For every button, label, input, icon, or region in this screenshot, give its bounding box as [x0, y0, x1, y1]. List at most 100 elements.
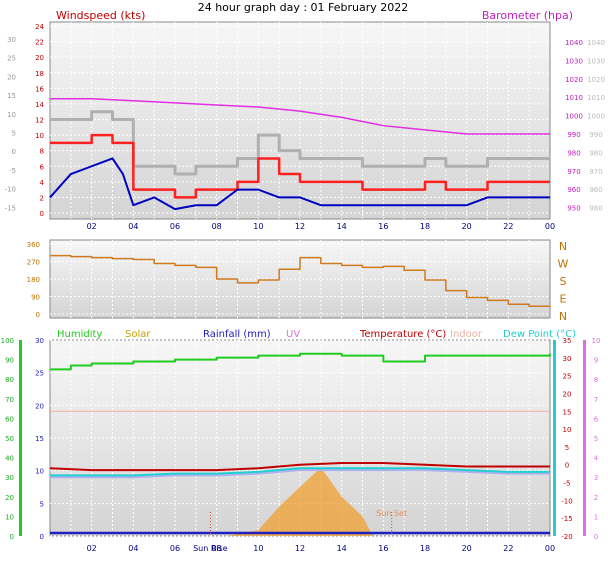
dir-y-tick: 180 — [27, 276, 40, 284]
baro-outer-tick: 980 — [589, 205, 602, 213]
dir-compass-label: N — [559, 240, 567, 253]
humidity-y-tick: 60 — [5, 415, 14, 423]
legend-item: UV — [286, 329, 300, 340]
outer-y-tick: -15 — [5, 204, 16, 212]
temperature-series — [49, 461, 550, 472]
temp-y-tick: 20 — [563, 390, 572, 398]
rain-y-tick: 30 — [35, 337, 44, 345]
temp-y-tick: -5 — [564, 480, 571, 488]
temp-y-tick: 15 — [563, 408, 572, 416]
wind-y-tick: 16 — [35, 85, 44, 93]
x-tick-label: 08 — [212, 544, 222, 553]
uv-y-tick: 6 — [594, 415, 599, 423]
rain-y-tick: 25 — [35, 370, 44, 378]
gust-grey-series — [50, 110, 550, 176]
rain-y-tick: 10 — [35, 468, 44, 476]
chart-title: 24 hour graph day : 01 February 2022 — [198, 1, 409, 14]
baro-y-tick: 980 — [567, 149, 580, 157]
baro-y-tick: 1010 — [565, 94, 583, 102]
humidity-y-tick: 20 — [5, 494, 14, 502]
uv-y-tick: 2 — [594, 494, 598, 502]
humidity-y-tick: 90 — [5, 357, 14, 365]
uv-y-tick: 9 — [594, 357, 598, 365]
x-tick-label: 12 — [295, 222, 305, 231]
temp-y-tick: -10 — [561, 497, 572, 505]
wind-y-tick: 6 — [40, 163, 45, 171]
wind-y-tick: 18 — [35, 70, 44, 78]
dir-compass-label: S — [560, 275, 567, 288]
baro-outer-tick: 1000 — [587, 113, 605, 121]
rain-y-tick: 15 — [35, 435, 44, 443]
humidity-y-tick: 30 — [5, 474, 14, 482]
uv-y-tick: 7 — [594, 396, 598, 404]
legend-barometer: Barometer (hpa) — [482, 9, 573, 22]
wind-y-tick: 14 — [35, 101, 44, 109]
wind-y-tick: 10 — [35, 132, 44, 140]
x-tick-label: 02 — [87, 222, 97, 231]
baro-y-tick: 1000 — [565, 113, 583, 121]
x-tick-label: 14 — [337, 222, 347, 231]
legend-item: Dew Point (°C) — [503, 329, 576, 340]
x-tick-label: 14 — [337, 544, 347, 553]
legend-item: Temperature (°C) — [359, 329, 446, 340]
x-tick-label: 04 — [128, 544, 138, 553]
wind-y-tick: 24 — [35, 23, 44, 31]
baro-y-tick: 960 — [567, 186, 580, 194]
outer-y-tick: 0 — [12, 148, 16, 156]
temp-y-tick: 35 — [563, 337, 572, 345]
outer-y-tick: 15 — [7, 92, 16, 100]
x-tick-label: 06 — [170, 544, 180, 553]
dir-y-tick: 270 — [27, 259, 40, 267]
temp-y-tick: 30 — [563, 355, 572, 363]
temp-axis-bar — [553, 340, 556, 536]
legend-item: Humidity — [57, 329, 102, 340]
uv-y-tick: 10 — [592, 337, 601, 345]
sunset-label: Sun Set — [376, 509, 407, 518]
temp-y-tick: -15 — [561, 515, 572, 523]
humidity-y-tick: 100 — [1, 337, 14, 345]
uv-y-tick: 0 — [594, 533, 598, 541]
baro-outer-tick: 980 — [589, 149, 602, 157]
x-tick-label: 12 — [295, 544, 305, 553]
humidity-y-tick: 50 — [5, 435, 14, 443]
x-tick-label: 10 — [253, 222, 263, 231]
x-tick-label: 02 — [87, 544, 97, 553]
feels-like-series — [50, 469, 550, 479]
outer-y-tick: 25 — [7, 55, 16, 63]
baro-outer-tick: 1040 — [587, 39, 605, 47]
dew-point-series — [50, 467, 550, 477]
wind-y-tick: 8 — [40, 148, 44, 156]
x-tick-label: 18 — [420, 544, 430, 553]
x-tick-label: 16 — [378, 544, 388, 553]
dir-y-tick: 90 — [31, 294, 40, 302]
baro-y-tick: 970 — [567, 168, 580, 176]
x-tick-label: 10 — [253, 544, 263, 553]
wind-y-tick: 22 — [35, 39, 44, 47]
temp-y-tick: -20 — [561, 533, 572, 541]
legend-item: Indoor — [450, 329, 483, 340]
humidity-y-tick: 10 — [5, 513, 14, 521]
dir-y-tick: 360 — [27, 241, 40, 249]
humidity-y-tick: 70 — [5, 396, 14, 404]
baro-y-tick: 1030 — [565, 57, 583, 65]
wind-y-tick: 2 — [40, 194, 44, 202]
baro-outer-tick: 1010 — [587, 94, 605, 102]
rain-y-tick: 20 — [35, 402, 44, 410]
uv-y-tick: 8 — [594, 376, 598, 384]
uv-y-tick: 3 — [594, 474, 598, 482]
humidity-y-tick: 40 — [5, 455, 14, 463]
x-tick-label: 08 — [212, 222, 222, 231]
humidity-axis-bar — [19, 340, 22, 536]
temp-y-tick: 0 — [565, 462, 569, 470]
legend-windspeed: Windspeed (kts) — [56, 9, 145, 22]
baro-outer-tick: 990 — [589, 131, 602, 139]
wind-y-tick: 0 — [40, 210, 44, 218]
outer-y-tick: -5 — [9, 167, 16, 175]
uv-y-tick: 5 — [594, 435, 598, 443]
baro-outer-tick: 1030 — [587, 57, 605, 65]
dir-compass-label: E — [560, 293, 567, 306]
temp-y-tick: 25 — [563, 373, 572, 381]
humidity-series — [50, 352, 551, 371]
